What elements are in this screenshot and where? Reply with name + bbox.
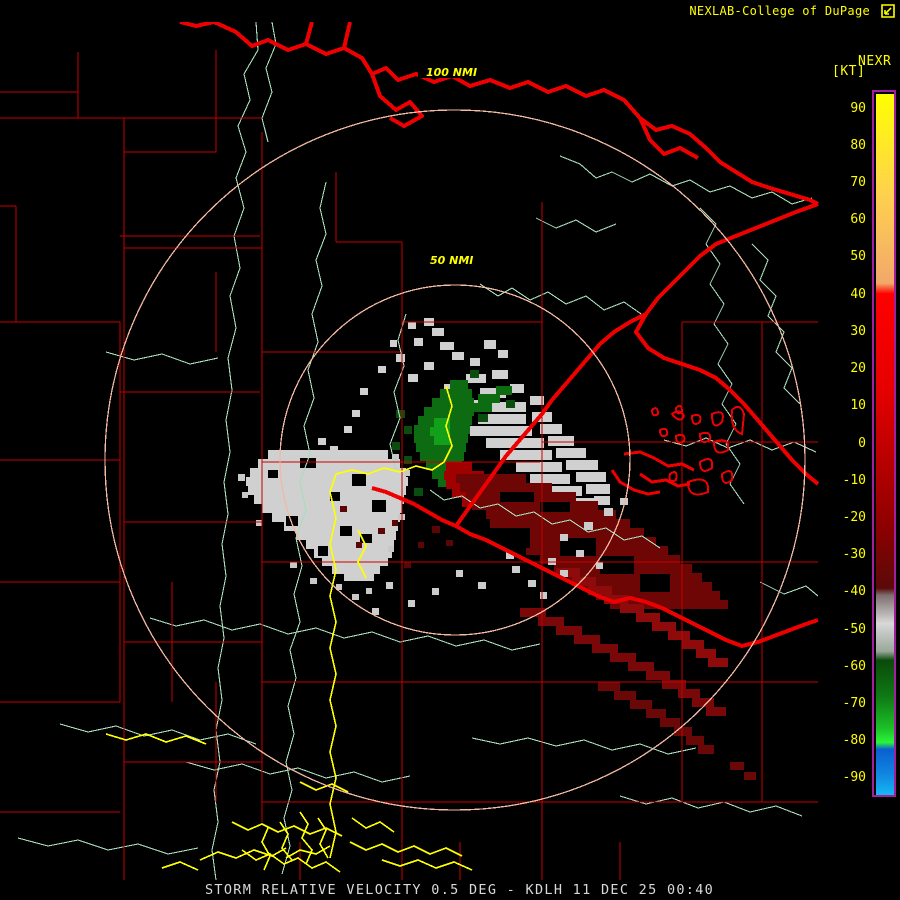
range-ring-50nmi — [279, 284, 631, 636]
lake-shore-layer — [610, 450, 695, 496]
ring-label-backdrop-50 — [424, 252, 482, 266]
colorbar-tick-neg70: -70 — [842, 695, 866, 711]
lake-islands-layer — [650, 404, 746, 496]
colorbar-tick-neg60: -60 — [842, 658, 866, 674]
range-ring-label-50nmi: 50 NMI — [430, 254, 473, 267]
colorbar-tick-neg90: -90 — [842, 770, 866, 786]
echo-sector-gaps — [468, 492, 670, 592]
product-status-text: STORM RELATIVE VELOCITY 0.5 DEG - KDLH 1… — [205, 882, 715, 898]
colorbar-tick-neg30: -30 — [842, 547, 866, 563]
ring-label-backdrop-100 — [418, 64, 488, 78]
colorbar-tick-neg40: -40 — [842, 584, 866, 600]
colorbar-tick-80: 80 — [850, 137, 866, 153]
colorbar-tick-50: 50 — [850, 249, 866, 265]
footer-bar: STORM RELATIVE VELOCITY 0.5 DEG - KDLH 1… — [0, 880, 900, 900]
echo-gaps-west — [268, 458, 386, 556]
radar-map[interactable]: 100 NMI 50 NMI — [0, 22, 820, 882]
range-ring-100nmi — [104, 109, 806, 811]
colorbar-tick-0: 0 — [858, 435, 866, 451]
colorbar-tick-70: 70 — [850, 175, 866, 191]
range-ring-label-100nmi: 100 NMI — [426, 66, 477, 79]
colorbar-tick-30: 30 — [850, 323, 866, 339]
radar-echo-layer — [238, 318, 756, 780]
colorbar-tick-20: 20 — [850, 361, 866, 377]
colorbar-tick-neg80: -80 — [842, 733, 866, 749]
colorbar-tick-90: 90 — [850, 100, 866, 116]
colorbar-gradient — [876, 94, 894, 795]
echo-speckle-darkred — [340, 506, 453, 568]
echo-speckle-southeast — [372, 498, 628, 615]
hydrography-layer — [17, 22, 819, 881]
echo-near-zero-west — [246, 450, 408, 581]
county-borders-layer — [0, 50, 818, 880]
echo-outbound-streak-2 — [520, 608, 726, 716]
echo-inbound-speckle — [392, 370, 515, 496]
page-external-link-icon[interactable] — [880, 3, 896, 19]
echo-outbound-streak-3 — [598, 682, 756, 780]
colorbar-tick-neg10: -10 — [842, 472, 866, 488]
colorbar-tick-neg50: -50 — [842, 621, 866, 637]
colorbar-tick-40: 40 — [850, 286, 866, 302]
colorbar-tick-60: 60 — [850, 212, 866, 228]
color-scale-legend: NEXR [KT] 90 80 70 60 50 40 30 20 10 0 -10 -20 -30 -4… — [820, 22, 900, 882]
colorbar-tick-neg20: -20 — [842, 509, 866, 525]
highway-layer — [105, 385, 473, 873]
colorbar-frame — [872, 90, 896, 797]
state-borders-layer — [179, 22, 820, 648]
colorbar-tick-10: 10 — [850, 398, 866, 414]
legend-units-label: [KT] — [832, 64, 866, 79]
header-bar: NEXLAB-College of DuPage — [0, 0, 900, 22]
range-ring-layer — [104, 109, 806, 811]
brand-label: NEXLAB-College of DuPage — [689, 4, 870, 18]
echo-inbound-bright — [430, 418, 450, 445]
legend-product-label: NEXR — [858, 54, 892, 69]
